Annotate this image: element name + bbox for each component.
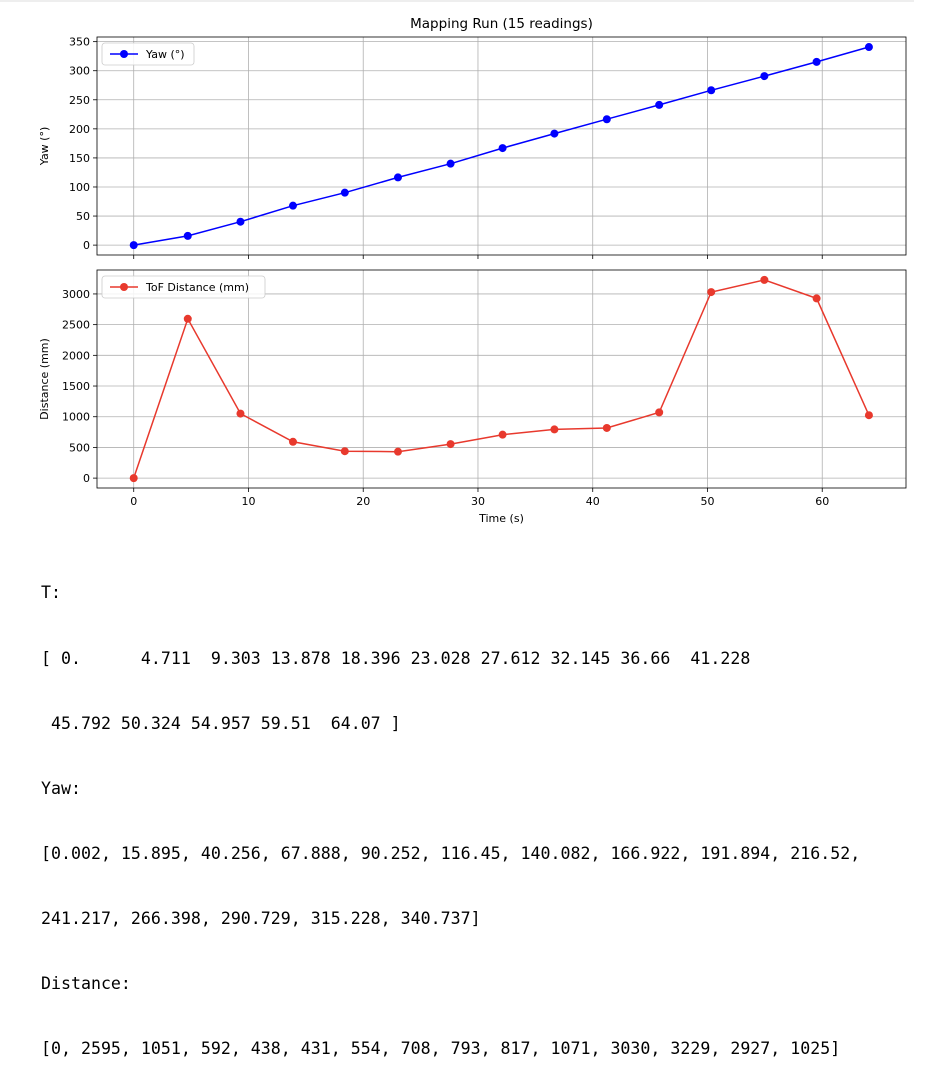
y-axis-label: Distance (mm) — [38, 338, 51, 420]
axes-frame — [96, 269, 907, 489]
data-point — [340, 188, 349, 197]
data-point — [602, 423, 611, 432]
x-tick-label: 50 — [700, 495, 714, 508]
legend-box — [101, 275, 266, 299]
console-line: [0.002, 15.895, 40.256, 67.888, 90.252, … — [41, 843, 861, 863]
data-point — [864, 43, 873, 52]
y-tick-label: 0 — [83, 472, 90, 485]
x-tick-label: 30 — [471, 495, 485, 508]
data-point — [550, 425, 559, 434]
legend-box — [101, 42, 195, 66]
data-point — [655, 100, 664, 109]
data-point — [498, 144, 507, 153]
y-tick-label: 1000 — [62, 411, 90, 424]
data-point — [707, 86, 716, 95]
y-tick-label: 3000 — [62, 288, 90, 301]
console-line: 241.217, 266.398, 290.729, 315.228, 340.… — [41, 908, 481, 928]
data-point — [655, 408, 664, 417]
x-axis-label: Time (s) — [478, 512, 524, 525]
legend-label: Yaw (°) — [145, 48, 185, 61]
output-cell-divider — [0, 0, 914, 2]
chart-title: Mapping Run (15 readings) — [410, 16, 593, 32]
y-tick-label: 2000 — [62, 349, 90, 362]
data-point — [760, 72, 769, 81]
data-point — [498, 430, 507, 439]
subplot-2: 0 10 20 30 40 50 60 0 500 1000 1500 2000 2500 3000 ToF… — [38, 269, 907, 525]
data-point — [340, 447, 349, 456]
x-tick-label: 60 — [815, 495, 829, 508]
data-point — [183, 314, 192, 323]
x-tick-label: 10 — [241, 495, 255, 508]
data-point — [760, 275, 769, 284]
console-line: T: — [41, 583, 61, 603]
console-line: [0, 2595, 1051, 592, 438, 431, 554, 708,… — [41, 1039, 841, 1059]
y-tick-label: 500 — [69, 441, 90, 454]
x-tick-label: 20 — [356, 495, 370, 508]
y-tick-label: 250 — [69, 94, 90, 107]
legend: ToF Distance (mm) — [101, 275, 266, 299]
data-point — [864, 411, 873, 420]
subplot-1: 0 50 100 150 200 250 300 350 Yaw (°) Mapping Run … — [38, 16, 907, 259]
data-point — [236, 409, 245, 418]
data-point — [129, 241, 138, 250]
data-point — [446, 440, 455, 449]
data-point — [812, 294, 821, 303]
data-point — [288, 201, 297, 210]
y-tick-label: 0 — [83, 239, 90, 252]
y-tick-label: 150 — [69, 152, 90, 165]
console-line: [ 0. 4.711 9.303 13.878 18.396 23.028 27… — [41, 648, 751, 668]
data-point — [446, 159, 455, 168]
data-point — [288, 437, 297, 446]
data-point — [707, 288, 716, 297]
console-line: 45.792 50.324 54.957 59.51 64.07 ] — [41, 713, 401, 733]
legend-marker — [120, 283, 128, 291]
x-tick-label: 0 — [130, 495, 137, 508]
data-point — [129, 474, 138, 483]
legend-marker — [120, 50, 128, 58]
data-point — [183, 231, 192, 240]
data-point — [393, 447, 402, 456]
data-point — [602, 115, 611, 124]
y-tick-label: 100 — [69, 181, 90, 194]
y-tick-label: 200 — [69, 123, 90, 136]
data-point — [236, 217, 245, 226]
y-tick-label: 2500 — [62, 319, 90, 332]
console-line: Yaw: — [41, 778, 81, 798]
y-tick-label: 300 — [69, 65, 90, 78]
y-axis-label: Yaw (°) — [38, 127, 51, 167]
y-tick-label: 350 — [69, 36, 90, 49]
console-output: T: [ 0. 4.711 9.303 13.878 18.396 23.028… — [41, 539, 860, 1081]
series-line — [132, 279, 870, 479]
y-tick-label: 1500 — [62, 380, 90, 393]
console-line: Distance: — [41, 973, 131, 993]
legend-label: ToF Distance (mm) — [145, 281, 249, 294]
x-tick-label: 40 — [586, 495, 600, 508]
y-tick-label: 50 — [76, 210, 90, 223]
legend: Yaw (°) — [101, 42, 195, 66]
data-point — [550, 129, 559, 138]
data-point — [393, 173, 402, 182]
data-point — [812, 57, 821, 66]
axes-frame — [96, 36, 907, 256]
